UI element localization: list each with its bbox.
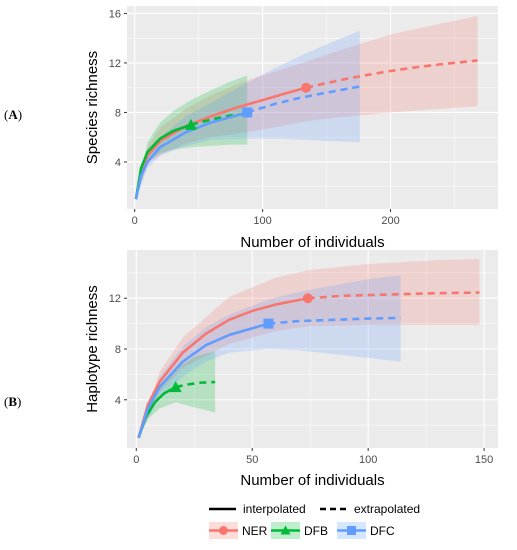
interpolated-line-dfb	[134, 123, 192, 200]
chart-b-haplotype-richness: 0 50 100 150 4 8 12 Number of individuals Haplot…	[84, 250, 498, 489]
chart-a-species-richness: 0 100 200 4 8 12 16 Number of individuals Specie…	[84, 6, 498, 251]
y-tick-label: 16	[109, 8, 121, 20]
x-tick-label: 100	[253, 215, 271, 227]
x-axis-title: Number of individuals	[240, 472, 384, 489]
y-axis-title: Haplotype richness	[84, 285, 101, 413]
x-tick-label: 0	[132, 215, 138, 227]
observed-point-dfb	[169, 381, 182, 393]
ci-band-ner	[138, 258, 480, 438]
interpolated-line-dfc	[137, 322, 269, 439]
y-tick-label: 12	[109, 58, 121, 70]
observed-point-dfc	[242, 107, 253, 118]
x-tick-label: 0	[133, 454, 139, 466]
legend-dfb-label: DFB	[304, 524, 328, 538]
legend-extrapolated-label: extrapolated	[354, 502, 420, 516]
observed-point-ner	[302, 293, 313, 304]
ci-band-dfb	[135, 75, 248, 200]
interpolated-line-dfc	[134, 111, 248, 200]
gridlines	[127, 6, 498, 209]
x-tick-label: 50	[246, 454, 258, 466]
legend-interpolated-label: interpolated	[243, 502, 306, 516]
legend-dfb-marker	[280, 525, 291, 535]
x-tick-label: 200	[381, 215, 399, 227]
legend-ner-marker	[219, 526, 228, 535]
observed-point-dfc	[263, 318, 274, 329]
panel-label-a: (A)	[4, 107, 23, 122]
panel-label-b: (B)	[4, 394, 22, 409]
y-tick-label: 12	[109, 293, 121, 305]
gridlines	[127, 250, 498, 448]
x-axis-title: Number of individuals	[240, 234, 384, 251]
legend-dfc-marker	[347, 526, 356, 535]
y-tick-label: 4	[115, 395, 121, 407]
extrapolated-line-dfb	[190, 112, 248, 127]
legend-ner-label: NER	[242, 524, 268, 538]
plot-background	[127, 6, 498, 209]
extrapolated-line-dfb	[175, 380, 216, 389]
ci-band-dfb	[138, 351, 216, 438]
legend: interpolated extrapolated NER DFB DFC	[209, 502, 420, 539]
extrapolated-line-dfc	[268, 316, 401, 325]
ci-band-dfc	[138, 275, 401, 438]
ci-band-ner	[135, 15, 478, 200]
extrapolated-line-ner	[307, 291, 480, 300]
observed-point-ner	[301, 82, 312, 93]
y-tick-label: 4	[115, 157, 121, 169]
x-tick-label: 150	[475, 454, 493, 466]
y-axis-title: Species richness	[84, 51, 101, 164]
x-tick-label: 100	[359, 454, 377, 466]
y-tick-label: 8	[115, 107, 121, 119]
extrapolated-line-ner	[305, 59, 478, 89]
legend-dfc-label: DFC	[370, 524, 395, 538]
y-tick-label: 8	[115, 344, 121, 356]
interpolated-line-ner	[137, 296, 309, 439]
observed-point-dfb	[184, 118, 197, 130]
